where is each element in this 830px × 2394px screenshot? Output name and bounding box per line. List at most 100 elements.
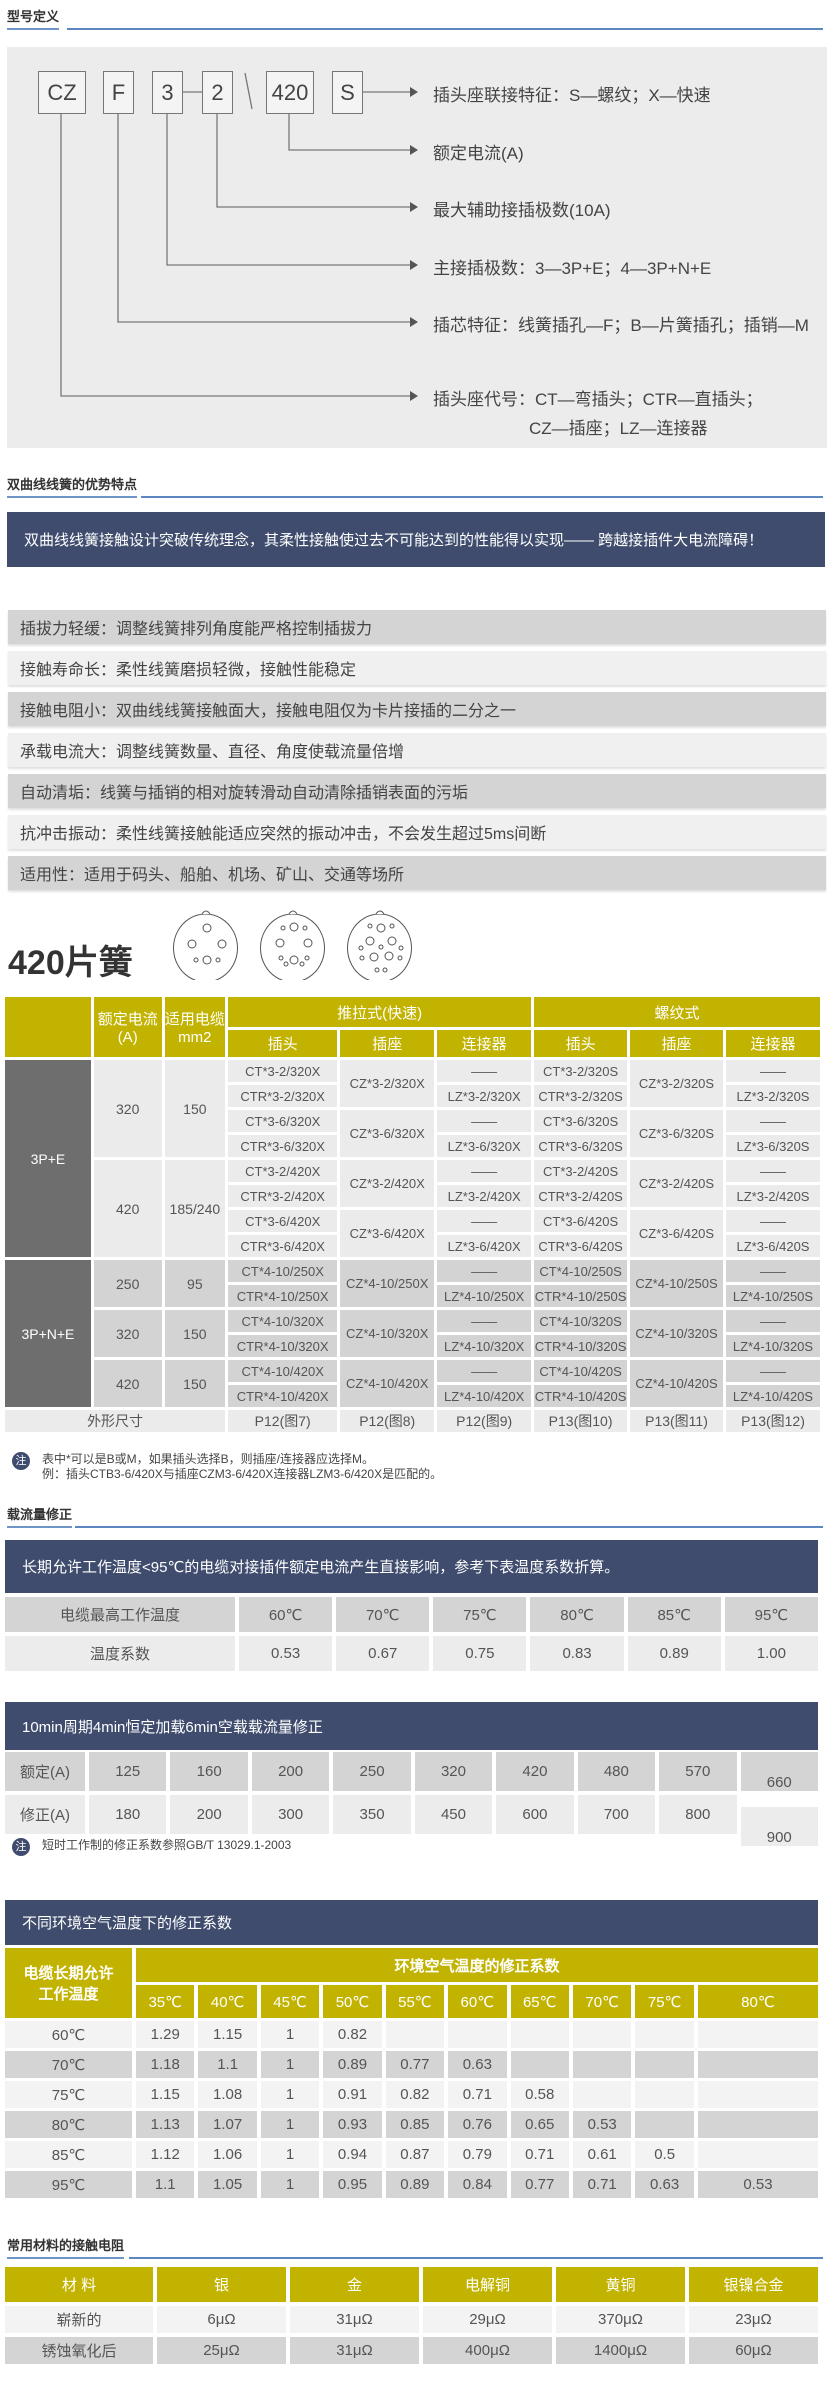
value-cell: 1.05 bbox=[198, 2171, 257, 2198]
row-label: 95℃ bbox=[5, 2171, 132, 2198]
value-cell: 1 bbox=[260, 2141, 320, 2168]
section-heading-model-definition: 型号定义 bbox=[5, 0, 823, 32]
value-cell: 1.29 bbox=[136, 2021, 195, 2048]
value-cell: 660 bbox=[740, 1752, 818, 1791]
value-cell bbox=[697, 2051, 818, 2078]
header-ambient-group: 环境空气温度的修正系数 bbox=[136, 1948, 818, 1982]
table-row: CT*3-6/420X CZ*3-6/420X —— CT*3-6/420S CZ*3-… bbox=[5, 1210, 820, 1257]
socket-cell: CZ*3-2/420X bbox=[340, 1160, 435, 1207]
value-cell: 1 bbox=[260, 2111, 320, 2138]
value-cell: 75℃ bbox=[433, 1597, 527, 1632]
screw-connector-cell: LZ*3-6/320S bbox=[725, 1135, 820, 1157]
connector-cell: LZ*4-10/250X bbox=[437, 1285, 532, 1307]
screw-connector-cell: LZ*3-2/420S bbox=[725, 1185, 820, 1207]
value-cell: 0.83 bbox=[530, 1636, 624, 1671]
screw-plug-cell: CT*3-2/320S bbox=[534, 1060, 628, 1082]
connector-cell: —— bbox=[437, 1260, 532, 1282]
spec-table: 额定电流 (A) 适用电缆 mm2 推拉式(快速) 螺纹式 插头 插座 连接器 插头… bbox=[2, 994, 823, 1435]
value-cell: 0.5 bbox=[635, 2141, 694, 2168]
diagram-label-connection: 插头座联接特征：S—螺纹；X—快速 bbox=[433, 86, 711, 105]
header-text-line: mm2 bbox=[178, 1029, 212, 1046]
header-text-line: 额定电流 bbox=[97, 1011, 158, 1028]
screw-socket-cell: CZ*3-2/320S bbox=[630, 1060, 723, 1107]
value-cell bbox=[697, 2111, 818, 2138]
table-row: 70℃ 1.18 1.1 1 0.89 0.77 0.63 bbox=[5, 2051, 818, 2078]
connector-cell: —— bbox=[437, 1110, 532, 1132]
value-cell: 1.15 bbox=[136, 2081, 195, 2108]
feature-item: 插拔力轻缓：调整线簧排列角度能严格控制插拔力 bbox=[8, 610, 826, 644]
value-cell: 370μΩ bbox=[556, 2306, 685, 2333]
code-box-f: F bbox=[103, 71, 134, 114]
cable-cell: 150 bbox=[164, 1060, 226, 1157]
value-cell: 0.53 bbox=[239, 1636, 333, 1671]
header-plug: 插头 bbox=[228, 1030, 338, 1057]
screw-connector-cell: —— bbox=[725, 1260, 820, 1282]
plug-cell: CT*4-10/420X bbox=[228, 1360, 338, 1382]
header-screw-socket: 插座 bbox=[630, 1030, 723, 1057]
value-cell bbox=[635, 2081, 694, 2108]
note-icon: 注 bbox=[12, 1452, 30, 1470]
plug-cell: CTR*3-6/320X bbox=[228, 1135, 338, 1157]
screw-plug-cell: CTR*3-6/320S bbox=[534, 1135, 628, 1157]
value-cell: 60℃ bbox=[239, 1597, 333, 1632]
ambient-banner: 不同环境空气温度下的修正系数 bbox=[5, 1900, 818, 1945]
row-label: 60℃ bbox=[5, 2021, 132, 2048]
table-row: 修正(A) 180 200 300 350 450 600 700 800 900 bbox=[5, 1795, 818, 1846]
dimension-ref: P13(图12) bbox=[725, 1410, 820, 1432]
dimension-label: 外形尺寸 bbox=[5, 1410, 226, 1432]
diagram-label-current: 额定电流(A) bbox=[433, 144, 524, 163]
spec-note: 注 表中*可以是B或M，如果插头选择B，则插座/连接器应选择M。 例：插头CTB… bbox=[12, 1452, 442, 1482]
short-time-banner: 10min周期4min恒定加载6min空载载流量修正 bbox=[5, 1702, 818, 1750]
header-rated-current: 额定电流 (A) bbox=[93, 997, 162, 1057]
value-cell: 0.53 bbox=[572, 2111, 632, 2138]
plug-cell: CTR*4-10/420X bbox=[228, 1385, 338, 1407]
value-cell: 180 bbox=[89, 1795, 167, 1834]
code-box-main-poles: 3 bbox=[152, 71, 183, 114]
feature-item: 接触电阻小：双曲线线簧接触面大，接触电阻仅为卡片接插的二分之一 bbox=[8, 692, 826, 726]
socket-cell: CZ*4-10/250X bbox=[340, 1260, 435, 1307]
value-cell: 1400μΩ bbox=[556, 2337, 685, 2364]
value-cell: 29μΩ bbox=[423, 2306, 552, 2333]
material-header: 黄铜 bbox=[556, 2267, 685, 2302]
diagram-label-type-cont: CZ—插座；LZ—连接器 bbox=[529, 419, 708, 438]
table-row: 温度系数 0.53 0.67 0.75 0.83 0.89 1.00 bbox=[5, 1636, 818, 1671]
header-text-line: 电缆长期允许 bbox=[23, 1965, 114, 1982]
header-socket: 插座 bbox=[340, 1030, 435, 1057]
table-row: 320 150 CT*4-10/320X CZ*4-10/320X —— CT*4-10/… bbox=[5, 1310, 820, 1357]
plug-cell: CT*3-2/420X bbox=[228, 1160, 338, 1182]
section-heading-contact-resistance: 常用材料的接触电阻 bbox=[5, 2229, 823, 2261]
screw-socket-cell: CZ*4-10/250S bbox=[630, 1260, 723, 1307]
screw-plug-cell: CTR*3-2/420S bbox=[534, 1185, 628, 1207]
value-cell: 0.91 bbox=[323, 2081, 382, 2108]
value-cell bbox=[635, 2051, 694, 2078]
value-cell: 25μΩ bbox=[157, 2337, 286, 2364]
value-cell: 600 bbox=[496, 1795, 574, 1834]
value-cell: 900 bbox=[740, 1807, 818, 1846]
header-text-line: 适用电缆 bbox=[164, 1011, 225, 1028]
code-box-cz: CZ bbox=[38, 71, 86, 114]
heading-divider bbox=[129, 2257, 823, 2259]
value-cell: 95℃ bbox=[724, 1597, 818, 1632]
table-row: CTR*4-10/250X LZ*4-10/250X CTR*4-10/250S LZ… bbox=[5, 1285, 820, 1307]
value-cell: 0.85 bbox=[385, 2111, 445, 2138]
table-row: CTR*3-2/420X LZ*3-2/420X CTR*3-2/420S LZ*3-… bbox=[5, 1185, 820, 1207]
value-cell: 31μΩ bbox=[290, 2337, 419, 2364]
value-cell bbox=[572, 2051, 632, 2078]
ambient-temp-header: 80℃ bbox=[697, 1985, 818, 2018]
table-row: CTR*3-6/420X LZ*3-6/420X CTR*3-6/420S LZ*3-… bbox=[5, 1235, 820, 1257]
screw-connector-cell: LZ*3-2/320S bbox=[725, 1085, 820, 1107]
rated-current-cell: 320 bbox=[93, 1060, 162, 1157]
header-cable-temp: 电缆长期允许 工作温度 bbox=[5, 1948, 132, 2018]
screw-connector-cell: —— bbox=[725, 1310, 820, 1332]
socket-cell: CZ*4-10/420X bbox=[340, 1360, 435, 1407]
value-cell bbox=[385, 2021, 445, 2048]
rated-current-cell: 250 bbox=[93, 1260, 162, 1307]
table-row: 3P+E 320 150 CT*3-2/320X CZ*3-2/320X —— CT*3-2… bbox=[5, 1060, 820, 1257]
cable-cell: 150 bbox=[164, 1310, 226, 1357]
value-cell: 6μΩ bbox=[157, 2306, 286, 2333]
material-header: 电解铜 bbox=[423, 2267, 552, 2302]
value-cell: 1.12 bbox=[136, 2141, 195, 2168]
connector-face-3p-n-e-icon bbox=[347, 910, 412, 980]
value-cell: 200 bbox=[251, 1752, 330, 1791]
screw-socket-cell: CZ*4-10/420S bbox=[630, 1360, 723, 1407]
